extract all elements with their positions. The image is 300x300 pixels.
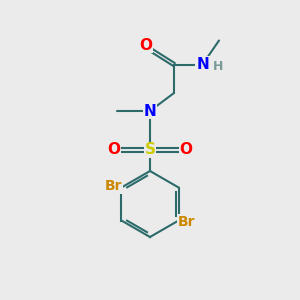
Text: O: O xyxy=(139,38,152,52)
Text: N: N xyxy=(196,57,209,72)
Text: Br: Br xyxy=(105,179,123,193)
Text: S: S xyxy=(145,142,155,158)
Text: N: N xyxy=(144,103,156,118)
Text: O: O xyxy=(179,142,193,158)
Text: H: H xyxy=(213,60,223,74)
Text: Br: Br xyxy=(177,215,195,229)
Text: O: O xyxy=(107,142,121,158)
